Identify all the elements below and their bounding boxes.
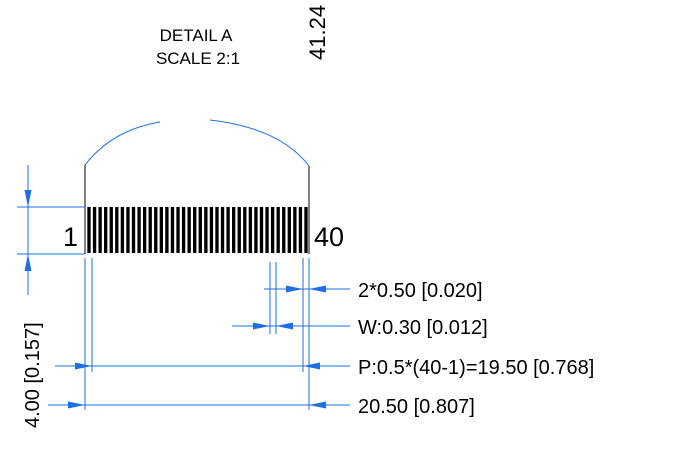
pin <box>259 207 264 253</box>
pin <box>159 207 163 253</box>
extension-lines <box>84 258 310 410</box>
edge-dimension <box>264 285 350 293</box>
pin-first-label: 1 <box>63 222 78 252</box>
pin <box>204 207 208 253</box>
break-arc-right <box>209 119 310 167</box>
pin <box>148 207 152 253</box>
pitch-dimension <box>55 362 350 370</box>
pin <box>165 207 169 253</box>
pin <box>120 207 125 253</box>
pin <box>181 207 186 253</box>
pin <box>293 207 297 253</box>
pin <box>154 207 158 253</box>
overall-dimension-label: 20.50 [0.807] <box>358 396 475 418</box>
pin <box>92 207 97 253</box>
pin <box>131 207 136 253</box>
pin <box>198 207 202 253</box>
detail-scale: SCALE 2:1 <box>156 49 240 68</box>
pin <box>220 207 225 253</box>
edge-dimension-label: 2*0.50 [0.020] <box>358 280 483 302</box>
pin <box>265 207 269 253</box>
pin <box>142 207 147 253</box>
pin <box>298 207 303 253</box>
detail-title: DETAIL A <box>160 26 233 45</box>
pin <box>98 207 102 253</box>
pin <box>109 207 113 253</box>
pin-array <box>87 207 308 253</box>
pin <box>87 207 91 253</box>
width-dimension-label: W:0.30 [0.012] <box>358 317 488 339</box>
pin <box>115 207 119 253</box>
pin-last-label: 40 <box>314 222 344 252</box>
pin <box>287 207 291 253</box>
overall-dimension <box>48 401 350 409</box>
pin <box>209 207 214 253</box>
pin <box>282 207 286 253</box>
pin <box>232 207 236 253</box>
width-dimension <box>232 322 350 330</box>
pin <box>304 207 308 253</box>
height-dimension-label: 4.00 [0.157] <box>22 322 44 428</box>
pin <box>126 207 130 253</box>
pin <box>270 207 275 253</box>
break-arc <box>84 121 161 166</box>
height-dimension <box>17 165 85 295</box>
pin <box>193 207 197 253</box>
pin <box>276 207 280 253</box>
pin <box>254 207 258 253</box>
pin <box>104 207 108 253</box>
pin <box>243 207 247 253</box>
top-dimension-label: 41.24 <box>305 5 330 60</box>
pin <box>248 207 253 253</box>
pitch-dimension-label: P:0.5*(40-1)=19.50 [0.768] <box>358 357 594 379</box>
pin <box>176 207 180 253</box>
pin <box>226 207 230 253</box>
pin <box>187 207 191 253</box>
pin <box>137 207 141 253</box>
pin <box>215 207 219 253</box>
pin <box>237 207 241 253</box>
pin <box>170 207 175 253</box>
